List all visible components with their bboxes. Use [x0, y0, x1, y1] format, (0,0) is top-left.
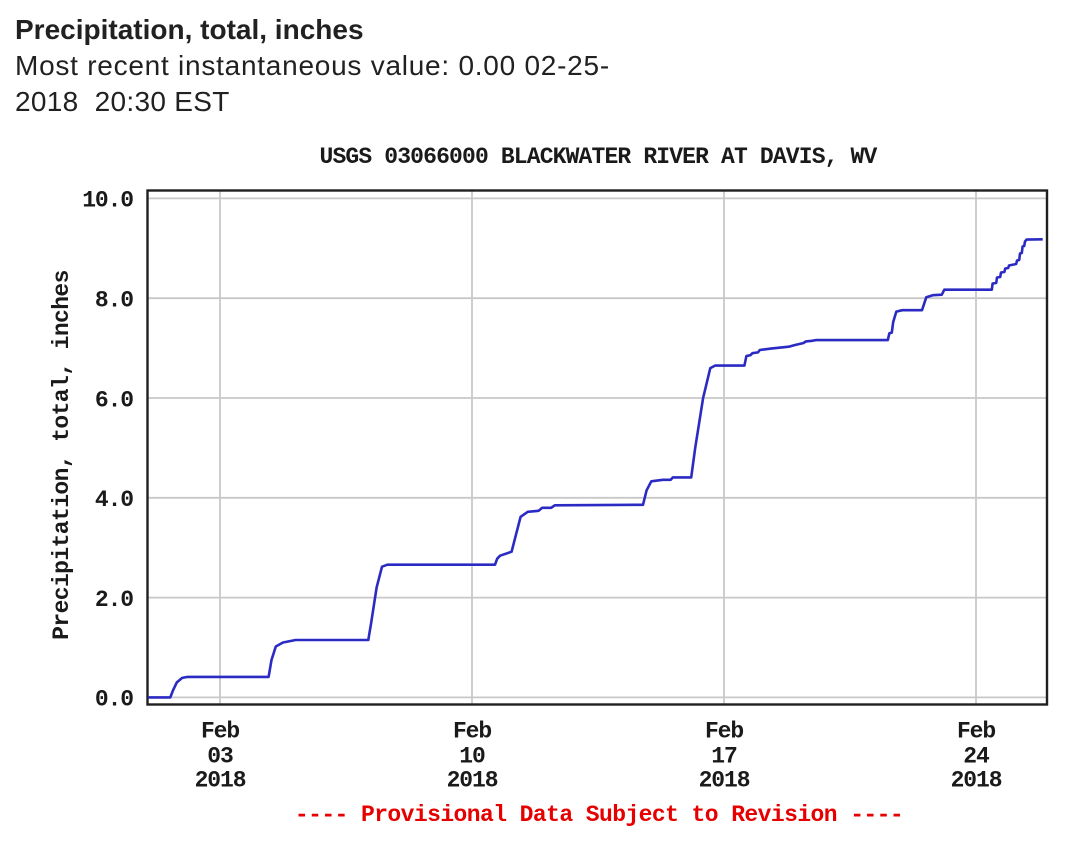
svg-text:17: 17: [711, 743, 737, 769]
svg-text:10.0: 10.0: [82, 188, 133, 214]
svg-text:USGS 03066000 BLACKWATER RIVER: USGS 03066000 BLACKWATER RIVER AT DAVIS,…: [320, 144, 878, 170]
svg-text:2018: 2018: [699, 767, 750, 793]
svg-text:10: 10: [459, 743, 485, 769]
svg-text:2018: 2018: [447, 767, 498, 793]
svg-text:2.0: 2.0: [95, 587, 133, 613]
svg-text:Precipitation, total, inches: Precipitation, total, inches: [49, 270, 75, 640]
svg-text:2018: 2018: [951, 767, 1002, 793]
svg-text:8.0: 8.0: [95, 288, 133, 314]
svg-text:Feb: Feb: [705, 719, 743, 745]
svg-text:24: 24: [963, 743, 990, 769]
svg-text:---- Provisional Data Subject: ---- Provisional Data Subject to Revisio…: [295, 802, 903, 828]
svg-text:Feb: Feb: [201, 719, 239, 745]
svg-text:Feb: Feb: [957, 719, 995, 745]
svg-text:4.0: 4.0: [95, 487, 133, 513]
svg-text:0.0: 0.0: [95, 687, 133, 713]
svg-text:03: 03: [207, 743, 233, 769]
svg-text:2018: 2018: [195, 767, 246, 793]
svg-text:Feb: Feb: [453, 719, 491, 745]
svg-text:6.0: 6.0: [95, 387, 133, 413]
